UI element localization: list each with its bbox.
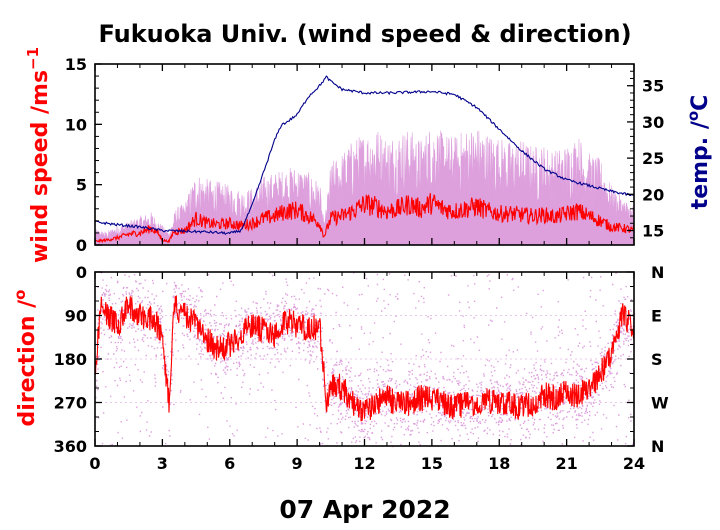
- x-tick-label: 3: [157, 454, 168, 473]
- bottom-left-y-tick-label: 90: [65, 307, 87, 326]
- x-tick-label: 21: [555, 454, 577, 473]
- x-axis-label: 07 Apr 2022: [279, 495, 450, 524]
- x-tick-label: 6: [224, 454, 235, 473]
- top-left-ylabel: wind speed /ms−1: [24, 47, 53, 263]
- mean-direction-series: [94, 295, 635, 422]
- bottom-left-y-tick-label: 270: [54, 394, 87, 413]
- x-tick-label: 9: [292, 454, 303, 473]
- x-tick-label: 18: [488, 454, 510, 473]
- mean-speed-series: [94, 193, 635, 244]
- top-right-y-tick-label: 25: [642, 149, 664, 168]
- top-left-y-tick-label: 10: [65, 115, 87, 134]
- top-right-y-tick-label: 20: [642, 185, 664, 204]
- bottom-left-ylabel: direction /o: [11, 290, 40, 427]
- gust-speed-series: [94, 130, 635, 246]
- top-right-y-tick-label: 30: [642, 113, 664, 132]
- bottom-left-y-tick-label: 180: [54, 350, 87, 369]
- temperature-series: [94, 75, 635, 236]
- compass-tick-label: N: [651, 263, 664, 282]
- compass-tick-label: N: [651, 437, 664, 456]
- x-tick-label: 24: [623, 454, 645, 473]
- top-right-y-tick-label: 35: [642, 77, 664, 96]
- top-left-y-tick-label: 15: [65, 55, 87, 74]
- compass-tick-label: E: [651, 307, 662, 326]
- bottom-left-y-tick-label: 360: [54, 437, 87, 456]
- top-left-y-tick-label: 0: [76, 236, 87, 255]
- bottom-panel-series: [94, 272, 636, 448]
- x-tick-label: 0: [89, 454, 100, 473]
- top-right-y-tick-label: 15: [642, 222, 664, 241]
- bottom-left-y-tick-label: 0: [76, 263, 87, 282]
- top-panel-axes: 0 5 10 15 15 20 25 30 35: [65, 55, 665, 255]
- top-right-ylabel: temp. /oC: [684, 95, 713, 210]
- compass-tick-label: S: [651, 350, 663, 369]
- compass-tick-label: W: [651, 394, 669, 413]
- top-panel-series: [94, 75, 635, 246]
- top-left-y-tick-label: 5: [76, 176, 87, 195]
- chart-title: Fukuoka Univ. (wind speed & direction): [98, 20, 631, 48]
- x-tick-label: 15: [421, 454, 443, 473]
- x-tick-label: 12: [353, 454, 375, 473]
- bottom-panel-axes: 0 3 6 9 12 15 18 21 24 0 90 180 270 360 N E S W N: [54, 263, 669, 473]
